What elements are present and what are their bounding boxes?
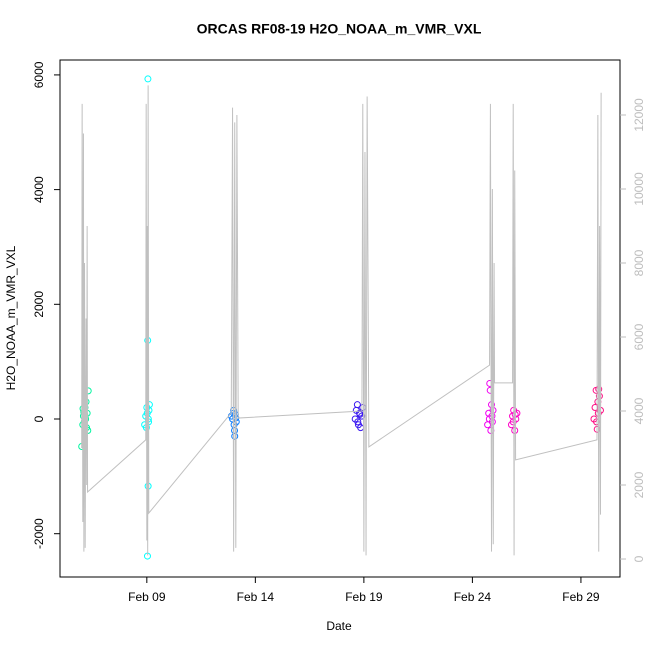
x-tick-label: Feb 29 xyxy=(562,590,600,604)
x-axis-title: Date xyxy=(326,619,352,633)
data-point xyxy=(509,418,517,426)
y-tick-label: 0 xyxy=(32,415,46,422)
x-tick-label: Feb 24 xyxy=(454,590,492,604)
y-tick-label: 4000 xyxy=(32,176,46,203)
y2-tick-label: 6000 xyxy=(632,323,646,350)
data-line xyxy=(81,85,602,556)
y2-tick-label: 12000 xyxy=(632,98,646,132)
x-tick-label: Feb 09 xyxy=(128,590,166,604)
y-tick-label: -2000 xyxy=(32,518,46,549)
x-tick-label: Feb 14 xyxy=(237,590,275,604)
plot-box xyxy=(59,59,621,578)
data-point xyxy=(488,418,496,426)
x-tick-label: Feb 19 xyxy=(345,590,383,604)
chart-title: ORCAS RF08-19 H2O_NOAA_m_VMR_VXL xyxy=(197,21,482,37)
y-tick-label: 6000 xyxy=(32,61,46,88)
y2-tick-label: 2000 xyxy=(632,471,646,498)
y2-tick-label: 10000 xyxy=(632,172,646,206)
y2-tick-label: 4000 xyxy=(632,397,646,424)
data-point xyxy=(359,404,367,412)
data-point xyxy=(231,426,239,434)
y2-tick-label: 0 xyxy=(632,555,646,562)
y-axis-title: H2O_NOAA_m_VMR_VXL xyxy=(4,245,18,390)
y2-tick-label: 8000 xyxy=(632,249,646,276)
data-point xyxy=(231,432,239,440)
data-point xyxy=(353,401,361,409)
data-point xyxy=(354,418,362,426)
data-point xyxy=(144,75,152,83)
y-tick-label: 2000 xyxy=(32,291,46,318)
